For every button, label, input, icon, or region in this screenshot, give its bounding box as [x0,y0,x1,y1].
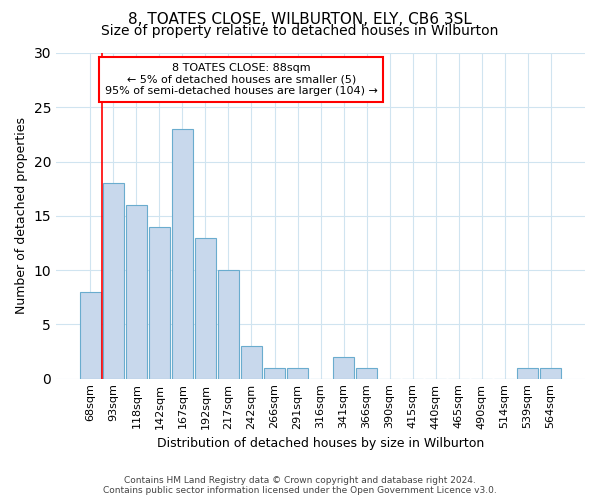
Bar [540,368,561,378]
Text: Contains HM Land Registry data © Crown copyright and database right 2024.
Contai: Contains HM Land Registry data © Crown c… [103,476,497,495]
Bar [149,226,170,378]
Bar [218,270,239,378]
Bar [264,368,285,378]
Bar [103,184,124,378]
Bar [333,357,354,378]
Text: 8 TOATES CLOSE: 88sqm
← 5% of detached houses are smaller (5)
95% of semi-detach: 8 TOATES CLOSE: 88sqm ← 5% of detached h… [105,63,377,96]
Text: 8, TOATES CLOSE, WILBURTON, ELY, CB6 3SL: 8, TOATES CLOSE, WILBURTON, ELY, CB6 3SL [128,12,472,28]
Bar [517,368,538,378]
Bar [287,368,308,378]
Bar [80,292,101,378]
Bar [241,346,262,378]
Text: Size of property relative to detached houses in Wilburton: Size of property relative to detached ho… [101,24,499,38]
Y-axis label: Number of detached properties: Number of detached properties [15,118,28,314]
X-axis label: Distribution of detached houses by size in Wilburton: Distribution of detached houses by size … [157,437,484,450]
Bar [356,368,377,378]
Bar [126,205,147,378]
Bar [195,238,216,378]
Bar [172,129,193,378]
